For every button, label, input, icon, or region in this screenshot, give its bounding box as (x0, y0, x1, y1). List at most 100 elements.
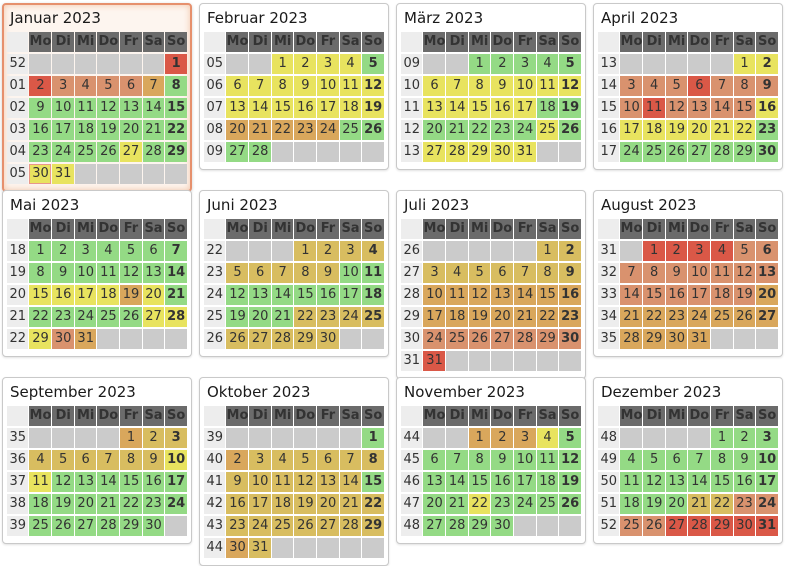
day-cell[interactable]: 9 (317, 263, 339, 283)
day-cell[interactable]: 21 (339, 494, 362, 514)
day-cell[interactable]: 18 (362, 285, 384, 305)
day-cell[interactable]: 3 (339, 241, 362, 261)
day-cell[interactable]: 25 (362, 307, 384, 327)
day-cell[interactable]: 16 (756, 98, 778, 118)
day-cell[interactable]: 18 (643, 120, 665, 140)
day-cell[interactable]: 15 (711, 472, 733, 492)
day-cell[interactable]: 13 (491, 285, 514, 305)
day-cell[interactable]: 1 (468, 428, 491, 448)
day-cell[interactable]: 30 (317, 329, 339, 349)
day-cell[interactable]: 30 (756, 142, 778, 162)
day-cell[interactable]: 2 (559, 241, 581, 261)
day-cell[interactable]: 4 (643, 76, 665, 96)
day-cell[interactable]: 1 (294, 241, 317, 261)
day-cell[interactable]: 6 (142, 241, 165, 261)
day-cell[interactable]: 2 (317, 241, 339, 261)
day-cell[interactable]: 12 (294, 472, 317, 492)
day-cell[interactable]: 9 (559, 263, 581, 283)
day-cell[interactable]: 12 (120, 263, 142, 283)
day-cell[interactable]: 5 (733, 241, 756, 261)
day-cell[interactable]: 13 (665, 472, 688, 492)
day-cell[interactable]: 26 (559, 494, 581, 514)
day-cell[interactable]: 24 (688, 307, 711, 327)
day-cell[interactable]: 12 (52, 472, 74, 492)
day-cell[interactable]: 16 (733, 472, 756, 492)
day-cell[interactable]: 5 (362, 54, 384, 74)
day-cell[interactable]: 8 (733, 76, 756, 96)
day-cell[interactable]: 29 (120, 516, 142, 536)
day-cell[interactable]: 18 (271, 494, 294, 514)
day-cell[interactable]: 10 (165, 450, 187, 470)
day-cell[interactable]: 15 (120, 472, 142, 492)
day-cell[interactable]: 9 (142, 450, 165, 470)
day-cell[interactable]: 24 (423, 329, 446, 349)
day-cell[interactable]: 9 (29, 98, 52, 118)
day-cell[interactable]: 27 (423, 516, 446, 536)
day-cell[interactable]: 12 (559, 450, 581, 470)
day-cell[interactable]: 19 (120, 285, 142, 305)
day-cell[interactable]: 1 (733, 54, 756, 74)
day-cell[interactable]: 16 (559, 285, 581, 305)
day-cell[interactable]: 4 (339, 54, 362, 74)
day-cell[interactable]: 31 (423, 351, 446, 371)
day-cell[interactable]: 30 (29, 164, 52, 184)
day-cell[interactable]: 25 (29, 516, 52, 536)
day-cell[interactable]: 6 (491, 263, 514, 283)
day-cell[interactable]: 11 (339, 76, 362, 96)
day-cell[interactable]: 3 (620, 76, 643, 96)
day-cell[interactable]: 8 (271, 76, 294, 96)
day-cell[interactable]: 24 (514, 494, 536, 514)
day-cell[interactable]: 6 (317, 450, 339, 470)
day-cell[interactable]: 19 (559, 472, 581, 492)
day-cell[interactable]: 7 (514, 263, 536, 283)
day-cell[interactable]: 25 (536, 120, 559, 140)
day-cell[interactable]: 27 (688, 142, 711, 162)
day-cell[interactable]: 15 (643, 285, 665, 305)
day-cell[interactable]: 16 (491, 98, 514, 118)
day-cell[interactable]: 13 (226, 98, 249, 118)
day-cell[interactable]: 10 (249, 472, 271, 492)
day-cell[interactable]: 14 (142, 98, 165, 118)
day-cell[interactable]: 4 (74, 76, 97, 96)
day-cell[interactable]: 28 (271, 329, 294, 349)
day-cell[interactable]: 21 (620, 307, 643, 327)
day-cell[interactable]: 9 (491, 450, 514, 470)
day-cell[interactable]: 25 (74, 142, 97, 162)
day-cell[interactable]: 29 (165, 142, 187, 162)
day-cell[interactable]: 28 (165, 307, 187, 327)
day-cell[interactable]: 22 (468, 494, 491, 514)
day-cell[interactable]: 20 (423, 120, 446, 140)
day-cell[interactable]: 5 (120, 241, 142, 261)
day-cell[interactable]: 20 (491, 307, 514, 327)
day-cell[interactable]: 10 (688, 263, 711, 283)
day-cell[interactable]: 30 (733, 516, 756, 536)
day-cell[interactable]: 23 (294, 120, 317, 140)
day-cell[interactable]: 27 (665, 516, 688, 536)
day-cell[interactable]: 2 (733, 428, 756, 448)
day-cell[interactable]: 12 (559, 76, 581, 96)
day-cell[interactable]: 7 (446, 450, 468, 470)
day-cell[interactable]: 29 (294, 329, 317, 349)
day-cell[interactable]: 22 (271, 120, 294, 140)
day-cell[interactable]: 17 (74, 285, 97, 305)
day-cell[interactable]: 23 (559, 307, 581, 327)
day-cell[interactable]: 19 (665, 120, 688, 140)
day-cell[interactable]: 7 (711, 76, 733, 96)
day-cell[interactable]: 20 (249, 307, 271, 327)
day-cell[interactable]: 28 (620, 329, 643, 349)
day-cell[interactable]: 26 (665, 142, 688, 162)
day-cell[interactable]: 15 (165, 98, 187, 118)
day-cell[interactable]: 4 (711, 241, 733, 261)
day-cell[interactable]: 18 (536, 98, 559, 118)
day-cell[interactable]: 21 (97, 494, 120, 514)
day-cell[interactable]: 15 (29, 285, 52, 305)
day-cell[interactable]: 24 (620, 142, 643, 162)
day-cell[interactable]: 9 (226, 472, 249, 492)
day-cell[interactable]: 29 (362, 516, 384, 536)
day-cell[interactable]: 19 (226, 307, 249, 327)
day-cell[interactable]: 28 (249, 142, 271, 162)
day-cell[interactable]: 13 (142, 263, 165, 283)
day-cell[interactable]: 25 (620, 516, 643, 536)
day-cell[interactable]: 28 (97, 516, 120, 536)
day-cell[interactable]: 26 (643, 516, 665, 536)
